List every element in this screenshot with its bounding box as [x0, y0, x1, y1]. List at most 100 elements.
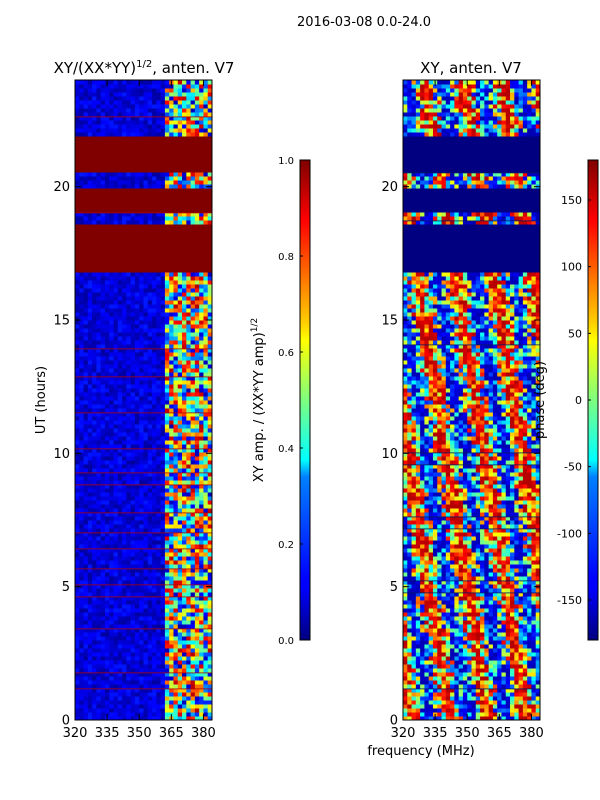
heatmap-cell — [207, 152, 212, 157]
heatmap-cell — [139, 184, 144, 189]
heatmap-cell — [186, 128, 192, 133]
heatmap-cell — [186, 328, 192, 333]
heatmap-cell — [100, 444, 106, 449]
heatmap-cell — [117, 600, 123, 605]
heatmap-cell — [83, 344, 89, 349]
heatmap-cell — [147, 232, 153, 237]
heatmap-cell — [139, 196, 144, 201]
heatmap-cell — [130, 532, 136, 537]
heatmap-cell — [194, 140, 200, 145]
heatmap-cell — [83, 612, 89, 617]
heatmap-cell — [83, 548, 89, 553]
heatmap-cell — [182, 256, 187, 261]
heatmap-cell — [117, 512, 123, 517]
heatmap-cell — [156, 192, 162, 197]
heatmap-cell — [117, 484, 123, 489]
heatmap-cell — [117, 716, 123, 720]
heatmap-cell — [79, 528, 85, 533]
heatmap-cell — [160, 576, 166, 581]
heatmap-cell — [199, 452, 204, 457]
heatmap-cell — [117, 524, 123, 529]
heatmap-cell — [143, 544, 149, 549]
heatmap-cell — [207, 596, 212, 601]
heatmap-cell — [194, 704, 200, 709]
heatmap-cell — [130, 348, 136, 353]
heatmap-cell — [207, 180, 212, 185]
heatmap-cell — [186, 208, 192, 213]
heatmap-cell — [96, 596, 102, 601]
heatmap-cell — [100, 236, 106, 241]
heatmap-cell — [152, 544, 157, 549]
heatmap-cell — [203, 392, 209, 397]
heatmap-cell — [182, 264, 187, 269]
heatmap-cell — [130, 280, 136, 285]
heatmap-cell — [122, 292, 127, 297]
heatmap-cell — [113, 156, 119, 161]
heatmap-cell — [134, 176, 140, 181]
heatmap-cell — [160, 616, 166, 621]
heatmap-cell — [203, 120, 209, 125]
heatmap-cell — [75, 248, 80, 253]
heatmap-cell — [92, 388, 97, 393]
heatmap-cell — [164, 204, 170, 209]
heatmap-cell — [143, 352, 149, 357]
heatmap-cell — [156, 168, 162, 173]
heatmap-cell — [122, 496, 127, 501]
heatmap-cell — [182, 372, 187, 377]
heatmap-cell — [160, 628, 166, 633]
heatmap-cell — [96, 404, 102, 409]
heatmap-cell — [75, 660, 80, 665]
heatmap-cell — [199, 100, 204, 105]
heatmap-cell — [190, 668, 196, 673]
heatmap-cell — [139, 484, 144, 489]
heatmap-cell — [164, 564, 170, 569]
heatmap-cell — [169, 276, 174, 281]
heatmap-cell — [100, 160, 106, 165]
heatmap-cell — [152, 456, 157, 461]
heatmap-cell — [130, 448, 136, 453]
heatmap-cell — [207, 692, 212, 697]
heatmap-cell — [173, 588, 179, 593]
heatmap-cell — [190, 652, 196, 657]
heatmap-cell — [100, 692, 106, 697]
heatmap-cell — [79, 468, 85, 473]
heatmap-cell — [182, 164, 187, 169]
heatmap-cell — [186, 680, 192, 685]
heatmap-cell — [122, 704, 127, 709]
heatmap-stripe — [75, 628, 212, 630]
heatmap-cell — [194, 652, 200, 657]
heatmap-cell — [147, 412, 153, 417]
heatmap-cell — [126, 604, 132, 609]
heatmap-cell — [134, 324, 140, 329]
heatmap-cell — [75, 256, 80, 261]
heatmap-cell — [122, 500, 127, 505]
heatmap-cell — [130, 252, 136, 257]
heatmap-cell — [96, 484, 102, 489]
heatmap-cell — [186, 260, 192, 265]
heatmap-cell — [160, 184, 166, 189]
heatmap-cell — [173, 564, 179, 569]
heatmap-cell — [169, 208, 174, 213]
heatmap-cell — [126, 100, 132, 105]
heatmap-cell — [104, 132, 110, 137]
heatmap-cell — [87, 712, 93, 717]
heatmap-cell — [83, 632, 89, 637]
heatmap-cell — [113, 676, 119, 681]
heatmap-cell — [156, 476, 162, 481]
heatmap-cell — [79, 696, 85, 701]
heatmap-cell — [113, 680, 119, 685]
heatmap-cell — [190, 324, 196, 329]
heatmap-cell — [160, 696, 166, 701]
heatmap-cell — [203, 668, 209, 673]
heatmap-cell — [207, 448, 212, 453]
heatmap-cell — [87, 520, 93, 525]
heatmap-cell — [96, 136, 102, 141]
heatmap-cell — [173, 368, 179, 373]
heatmap-cell — [160, 152, 166, 157]
heatmap-cell — [143, 616, 149, 621]
heatmap-cell — [117, 644, 123, 649]
heatmap-cell — [186, 568, 192, 573]
heatmap-cell — [156, 504, 162, 509]
heatmap-cell — [160, 644, 166, 649]
heatmap-cell — [156, 256, 162, 261]
